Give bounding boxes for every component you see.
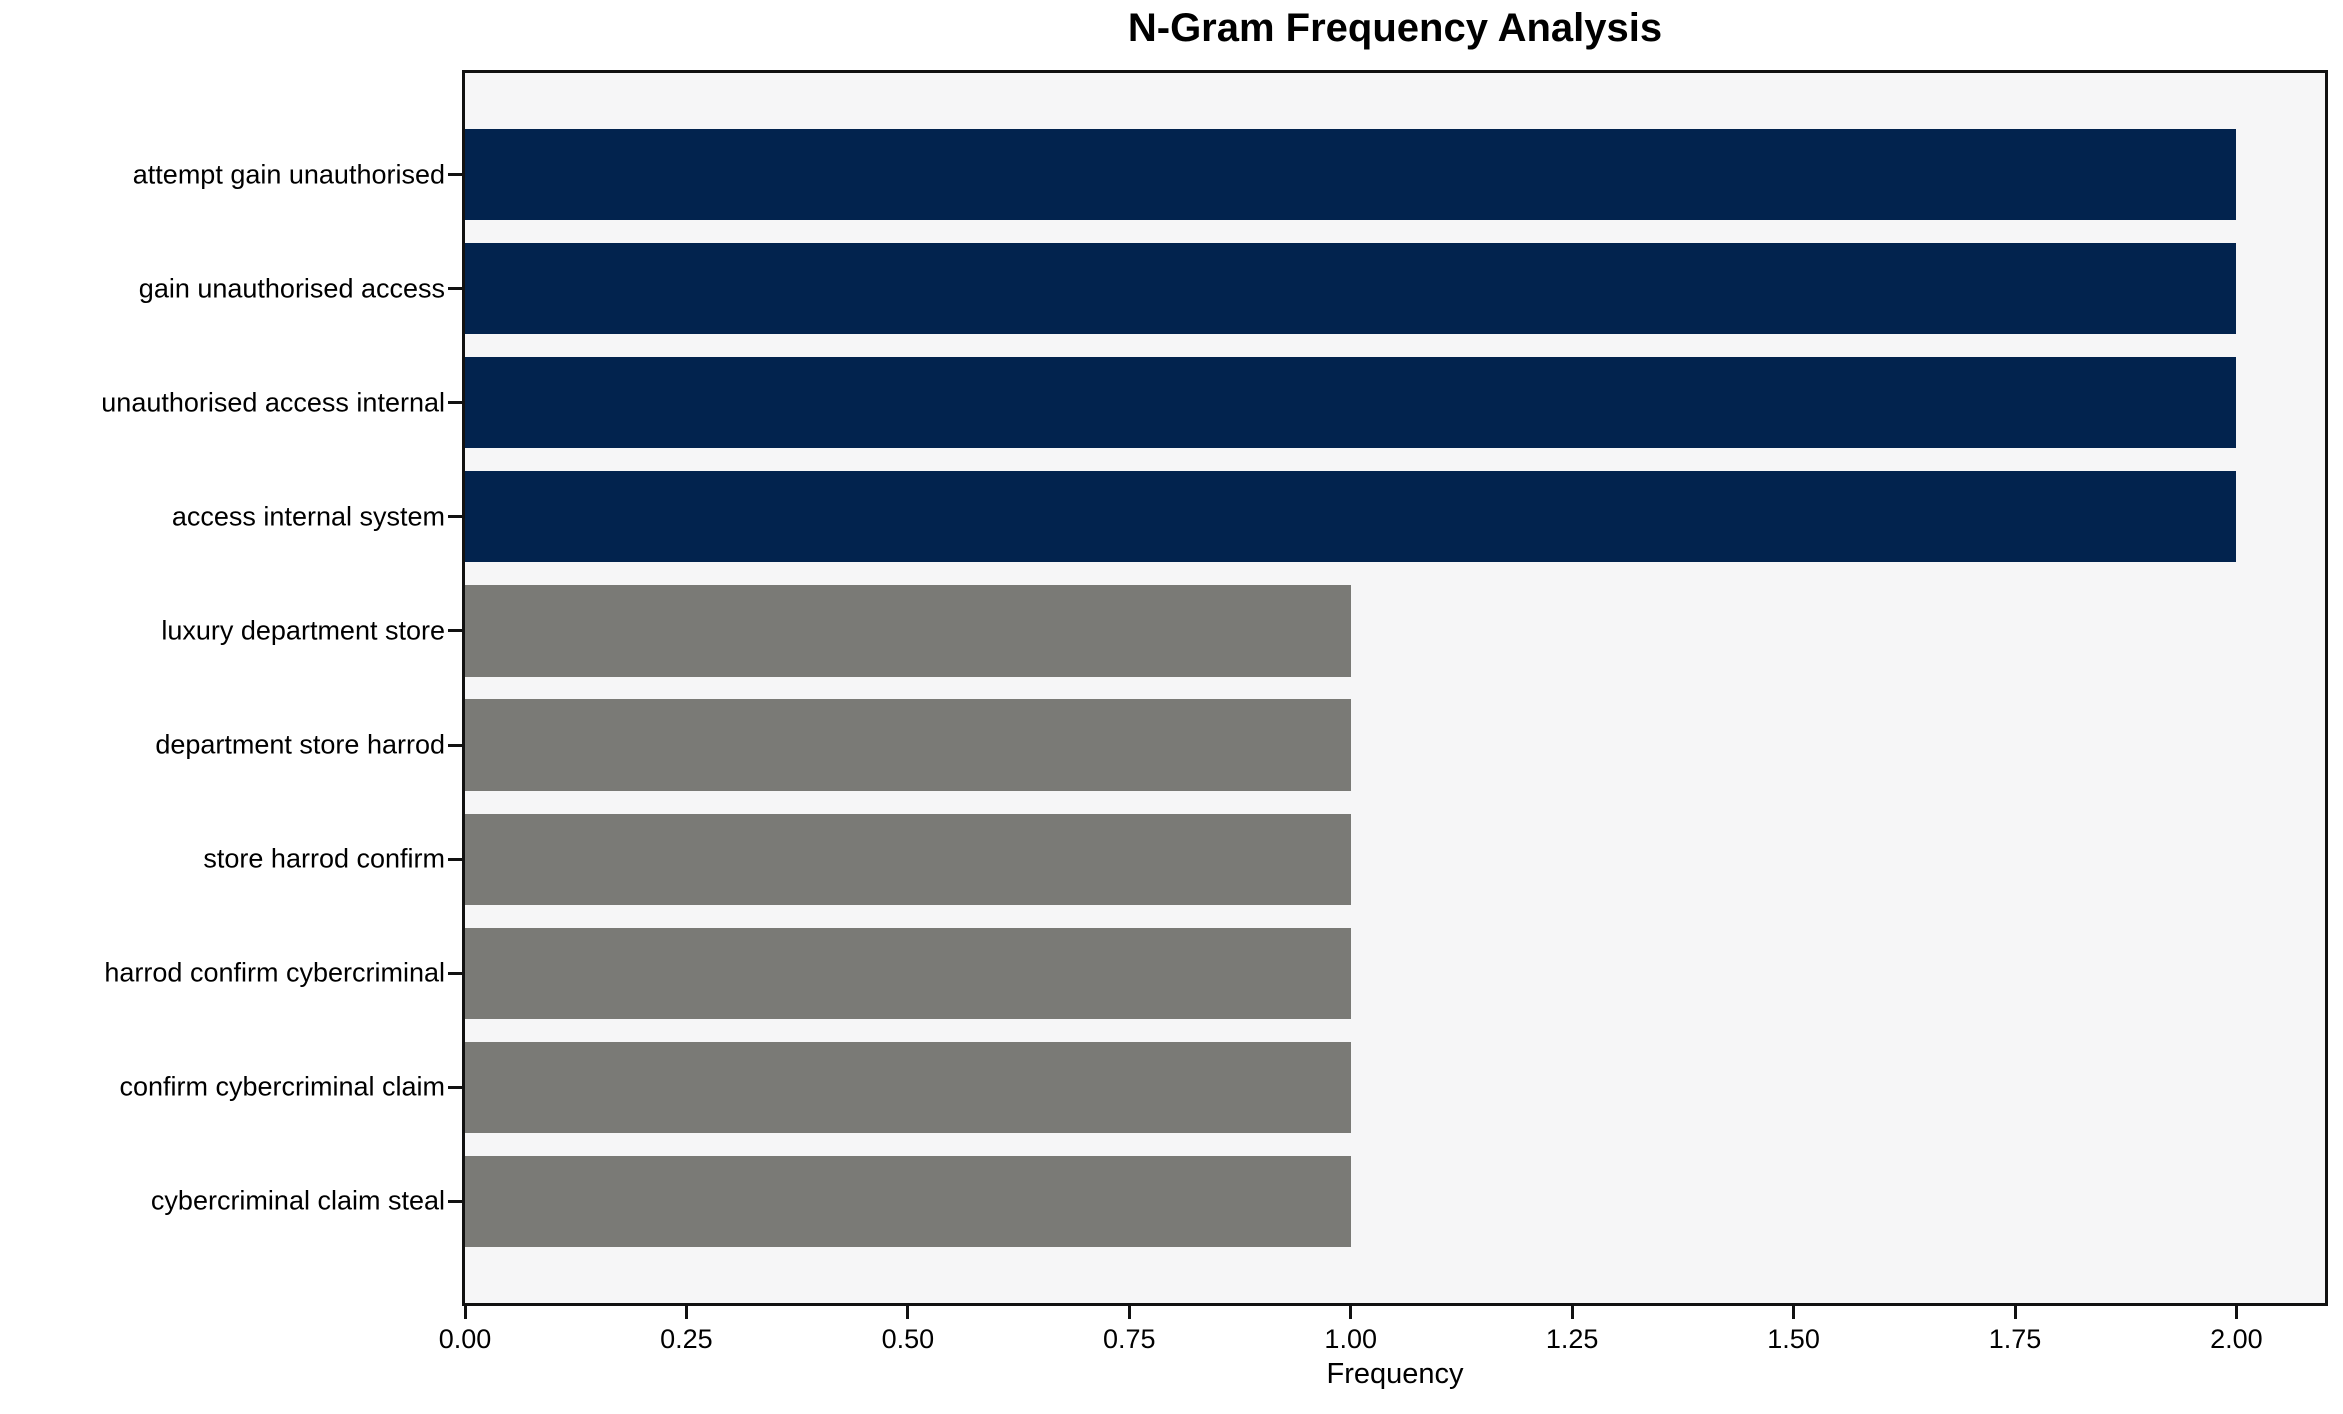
y-tick-label: unauthorised access internal — [101, 387, 445, 418]
x-tick-mark — [2234, 1306, 2238, 1319]
y-tick-mark — [448, 857, 462, 861]
x-tick-mark — [1349, 1306, 1353, 1319]
y-tick-label: attempt gain unauthorised — [132, 159, 445, 190]
bar — [465, 1155, 1351, 1248]
x-tick-mark — [1570, 1306, 1574, 1319]
y-tick-mark — [448, 1199, 462, 1203]
x-tick-label: 0.75 — [1103, 1324, 1156, 1354]
bar — [465, 243, 2237, 335]
x-tick-mark — [1792, 1306, 1796, 1319]
x-tick-label: 0.25 — [660, 1324, 713, 1354]
bar — [465, 585, 1351, 677]
y-tick-label: department store harrod — [155, 729, 445, 760]
chart-title: N-Gram Frequency Analysis — [1127, 6, 1663, 50]
y-tick-mark — [448, 173, 462, 177]
x-tick-label: 0.50 — [881, 1324, 935, 1354]
bar — [465, 471, 2237, 563]
bar — [465, 1041, 1351, 1133]
y-tick-mark — [448, 971, 462, 975]
x-tick-label: 1.00 — [1324, 1324, 1377, 1354]
y-tick-label: gain unauthorised access — [138, 273, 445, 304]
y-tick-label: harrod confirm cybercriminal — [104, 957, 445, 988]
x-tick-mark — [463, 1306, 467, 1319]
x-tick-label: 1.50 — [1767, 1324, 1820, 1354]
bar — [465, 813, 1351, 905]
y-tick-mark — [448, 743, 462, 747]
y-tick-label: store harrod confirm — [203, 843, 445, 874]
x-tick-label: 2.00 — [2210, 1324, 2263, 1354]
y-tick-mark — [448, 515, 462, 519]
bar — [465, 699, 1351, 791]
bar — [465, 927, 1351, 1019]
x-tick-mark — [1127, 1306, 1131, 1319]
y-tick-mark — [448, 1085, 462, 1089]
x-tick-mark — [2013, 1306, 2017, 1319]
x-tick-label: 1.25 — [1545, 1324, 1599, 1354]
y-tick-label: confirm cybercriminal claim — [119, 1071, 445, 1102]
bar — [465, 128, 2237, 221]
x-tick-label: 0.00 — [438, 1324, 492, 1354]
x-tick-mark — [906, 1306, 910, 1319]
y-tick-label: access internal system — [171, 501, 445, 532]
x-axis-title: Frequency — [1326, 1358, 1464, 1390]
y-tick-mark — [448, 287, 462, 291]
y-tick-label: luxury department store — [161, 615, 445, 646]
y-tick-label: cybercriminal claim steal — [150, 1185, 445, 1216]
bar — [465, 357, 2237, 449]
y-tick-mark — [448, 629, 462, 633]
y-tick-mark — [448, 401, 462, 405]
x-tick-mark — [684, 1306, 688, 1319]
x-tick-label: 1.75 — [1988, 1324, 2042, 1354]
plot-area — [448, 70, 2328, 1306]
